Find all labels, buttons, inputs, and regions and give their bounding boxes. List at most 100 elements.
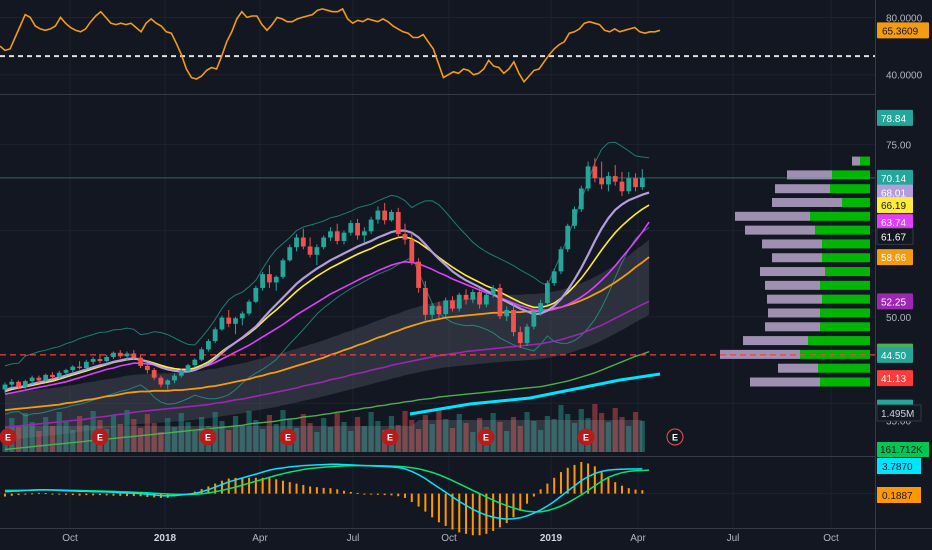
candle-body <box>178 370 184 376</box>
volume-badge-text: 1.495M <box>881 409 914 420</box>
macd-hist-bar <box>98 493 101 496</box>
price-badge <box>877 249 913 266</box>
candle-body <box>307 246 313 255</box>
volume-bar <box>632 412 639 452</box>
macd-hist-text: 0.1887 <box>882 491 913 502</box>
macd-hist-bar <box>51 493 54 495</box>
candle-body <box>246 301 252 314</box>
volume-bar <box>619 417 625 452</box>
candle-body <box>361 231 367 236</box>
price-badge-text: 61.67 <box>881 232 906 243</box>
candle-body <box>50 374 55 377</box>
macd-hist-bar <box>356 492 359 494</box>
volume-badge <box>876 404 922 422</box>
candle-body <box>606 176 611 185</box>
volume-bar <box>43 417 49 452</box>
candle-body <box>572 209 577 226</box>
volume-bar <box>538 430 544 452</box>
candle-body <box>341 232 347 241</box>
volume-bar <box>192 431 198 452</box>
volume-bar <box>22 413 28 452</box>
macd-hist-bar <box>553 477 556 494</box>
volume-profile-buy <box>820 280 870 290</box>
price-tick-label: 50.00 <box>886 313 911 324</box>
candle-body <box>504 310 510 317</box>
volume-bar <box>321 418 327 452</box>
earnings-icon <box>0 428 17 446</box>
macd-hist-bar <box>261 477 264 494</box>
candle-body <box>477 292 482 305</box>
macd-hist-bar <box>627 488 630 494</box>
candle-body <box>429 305 435 315</box>
volume-bar <box>131 419 137 452</box>
price-badge-text: 52.25 <box>881 297 906 308</box>
macd-hist-bar <box>119 493 122 496</box>
volume-bar <box>293 428 300 452</box>
volume-profile-sell <box>762 239 822 249</box>
volume-bar <box>178 413 184 452</box>
macd-hist-bar <box>539 489 542 494</box>
volume-bar <box>402 411 408 452</box>
macd-hist-bar <box>383 493 386 496</box>
earnings-icon <box>577 428 595 446</box>
price-badge-text: 70.14 <box>881 174 906 185</box>
volume-bar <box>436 410 442 452</box>
macd-hist-bar <box>329 488 332 494</box>
macd-hist-badge <box>877 487 921 503</box>
macd-hist-bar <box>417 493 420 507</box>
volume-bar <box>571 423 578 452</box>
volume-bar <box>63 421 69 452</box>
candle-body <box>545 283 550 304</box>
candle-body <box>83 361 89 369</box>
volume-profile-sell <box>787 170 832 180</box>
candle-body <box>490 287 496 295</box>
candle-body <box>117 352 123 357</box>
volume-bar <box>307 423 313 452</box>
volume-bar <box>422 415 428 452</box>
earnings-label: E <box>205 433 211 443</box>
macd-hist-bar <box>139 493 142 497</box>
volume-profile-buy <box>820 322 870 332</box>
price-badge <box>877 370 913 387</box>
volume-bar <box>110 415 117 452</box>
macd-hist-bar <box>641 490 644 494</box>
x-axis-label: Oct <box>823 533 839 544</box>
candle-body <box>185 365 191 371</box>
moving-average-green <box>4 350 650 451</box>
macd-hist-bar <box>71 493 74 496</box>
earnings-label: E <box>387 433 393 443</box>
volume-bar <box>524 412 530 452</box>
volume-profile-buy <box>810 211 870 221</box>
macd-hist-bar <box>492 493 495 531</box>
candle-body <box>9 381 15 385</box>
price-badge-text: 66.19 <box>881 201 906 212</box>
candle-body <box>43 374 49 381</box>
volume-bar <box>314 432 320 452</box>
volume-bar <box>368 412 374 452</box>
macd-hist-bar <box>404 493 407 498</box>
volume-profile-sell <box>768 308 820 318</box>
candle-body <box>138 357 143 366</box>
candle-body <box>470 292 476 300</box>
candle-body <box>483 294 489 305</box>
candle-body <box>348 223 354 233</box>
macd-hist-bar <box>322 487 325 494</box>
macd-hist-bar <box>498 493 501 528</box>
candle-body <box>199 349 205 360</box>
macd-hist-bar <box>309 486 312 494</box>
macd-hist-bar <box>10 493 13 496</box>
candle-body <box>2 384 8 390</box>
volume-bar <box>56 412 62 452</box>
candle-body <box>639 177 645 188</box>
macd-hist-bar <box>146 493 149 497</box>
candle-body <box>409 239 415 262</box>
volume-profile-sell <box>765 280 820 290</box>
volume-bar <box>300 414 306 452</box>
candle-body <box>70 366 76 371</box>
macd-hist-bar <box>526 493 529 504</box>
candle-body <box>422 287 428 315</box>
volume-profile-buy <box>830 184 870 194</box>
volume-profile-buy <box>860 156 870 166</box>
volume-bar <box>124 410 130 452</box>
